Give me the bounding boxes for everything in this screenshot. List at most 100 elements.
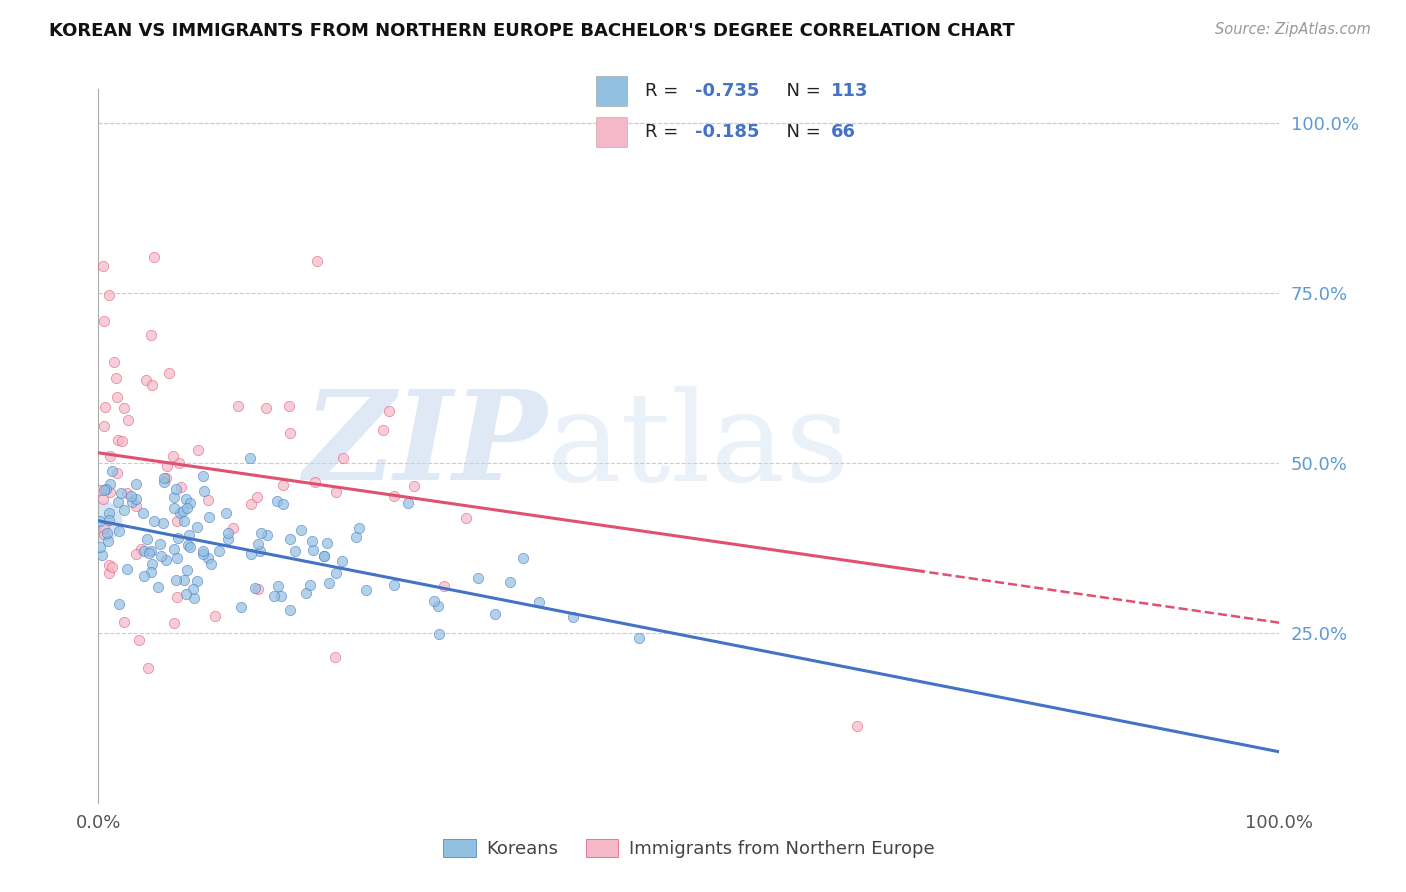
Point [498,575,520,590]
Point [101,464,124,478]
Point [267,579,290,593]
Point [270,590,292,604]
Point [117,413,139,427]
Point [97,558,120,572]
Point [226,399,249,413]
Point [314,549,336,563]
Point [305,253,328,268]
Point [371,423,394,437]
Point [512,550,534,565]
Point [110,485,132,500]
Point [277,399,299,413]
Point [249,544,271,558]
Point [94,400,117,414]
Text: N =: N = [775,82,827,100]
Point [193,469,215,483]
Point [174,492,197,507]
Point [295,586,318,600]
Point [139,565,162,579]
Point [96,482,118,496]
Point [167,456,190,470]
Point [108,598,131,612]
Point [198,510,221,524]
Point [240,497,263,511]
Point [90,514,112,528]
Point [157,366,180,380]
Point [433,579,456,593]
Point [166,550,188,565]
Point [112,401,135,416]
Legend: Koreans, Immigrants from Northern Europe: Koreans, Immigrants from Northern Europe [436,831,942,865]
Point [246,491,269,505]
Point [354,582,377,597]
Point [284,544,307,558]
Point [149,537,172,551]
Point [153,475,176,489]
Point [98,449,121,463]
Point [454,511,477,525]
Text: 66: 66 [831,123,856,141]
Point [166,514,188,528]
Point [427,627,450,641]
Point [170,480,193,494]
Point [186,520,208,534]
Text: R =: R = [645,123,685,141]
Point [172,504,194,518]
Point [186,574,208,589]
Point [254,401,277,416]
Point [117,485,139,500]
Point [162,450,184,464]
Point [91,492,114,507]
Point [163,500,186,515]
Point [142,250,165,264]
Point [169,506,191,520]
Point [128,633,150,648]
Point [107,524,129,538]
Point [271,478,294,492]
Point [332,451,354,466]
Point [135,532,157,546]
Point [138,546,160,560]
Point [93,483,115,498]
Point [176,501,198,516]
Point [191,543,214,558]
Point [97,513,120,527]
Point [427,599,450,614]
Point [312,549,335,563]
Point [98,484,121,499]
Point [176,563,198,577]
Text: atlas: atlas [547,385,851,507]
Point [165,573,187,587]
Point [125,547,148,561]
Point [112,615,135,629]
Point [163,541,186,556]
Point [105,390,128,404]
Point [155,553,177,567]
Point [110,434,132,449]
FancyBboxPatch shape [596,76,627,106]
Point [298,578,321,592]
Point [125,499,148,513]
Point [382,489,405,503]
Point [325,566,347,581]
Point [239,451,262,466]
Point [217,526,239,541]
Point [134,569,156,583]
Point [323,650,346,665]
Point [243,581,266,595]
Point [121,494,143,508]
Point [247,582,270,597]
Point [115,562,138,576]
Point [136,661,159,675]
Point [174,587,197,601]
Point [155,471,177,485]
Point [97,566,120,580]
Text: R =: R = [645,82,685,100]
Point [239,547,262,561]
Point [139,327,162,342]
Point [146,580,169,594]
Text: 113: 113 [831,82,869,100]
Point [315,535,337,549]
Point [278,602,301,616]
Point [318,576,340,591]
